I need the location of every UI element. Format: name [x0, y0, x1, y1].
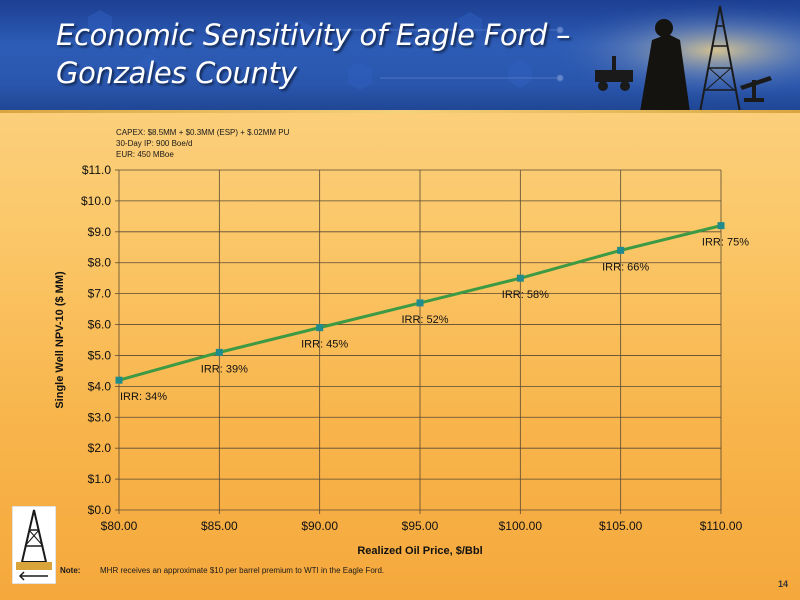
x-tick-label: $105.00 [599, 519, 643, 533]
eur-note: EUR: 450 MBoe [116, 150, 174, 159]
npv-data-point [215, 348, 223, 356]
capex-note: CAPEX: $8.5MM + $0.3MM (ESP) + $.02MM PU [116, 128, 290, 137]
y-tick-label: $2.0 [88, 441, 112, 455]
npv-series: IRR: 34% IRR: 39% IRR: 45% IRR: 52% IRR: 58%… [115, 222, 749, 403]
irr-data-label: IRR: 66% [602, 261, 649, 273]
initial-production-note: 30-Day IP: 900 Boe/d [116, 139, 193, 148]
page-number: 14 [777, 579, 788, 589]
y-tick-label: $11.0 [82, 163, 111, 177]
slide-title: Economic Sensitivity of Eagle Ford – Gon… [56, 16, 571, 92]
slide-title-line-2: Gonzales County [56, 56, 297, 90]
footnote-label: Note: [60, 566, 81, 575]
oilfield-banner-graphic [88, 0, 800, 112]
y-tick-label: $10.0 [81, 194, 111, 208]
x-axis-ticks: $80.00 $85.00 $90.00 $95.00 $100.00 $105.00 $1… [101, 510, 743, 533]
x-tick-label: $100.00 [499, 519, 543, 533]
header-divider [0, 110, 800, 113]
x-tick-label: $90.00 [301, 519, 338, 533]
irr-data-label: IRR: 52% [401, 314, 448, 326]
y-tick-label: $3.0 [88, 410, 112, 424]
chart-assumptions: CAPEX: $8.5MM + $0.3MM (ESP) + $.02MM PU… [116, 127, 289, 160]
x-tick-label: $110.00 [700, 519, 743, 533]
x-tick-label: $85.00 [201, 519, 238, 533]
y-tick-label: $7.0 [88, 287, 112, 301]
y-tick-label: $6.0 [88, 318, 112, 332]
irr-data-label: IRR: 45% [301, 339, 348, 351]
slide-title-line-1: Economic Sensitivity of Eagle Ford – [56, 18, 571, 52]
x-axis-label: Realized Oil Price, $/Bbl [357, 545, 482, 557]
y-tick-label: $8.0 [88, 256, 112, 270]
footnote-text: MHR receives an approximate $10 per barr… [100, 566, 385, 575]
y-tick-label: $5.0 [88, 348, 112, 362]
footnote: Note: MHR receives an approximate $10 per… [60, 566, 384, 575]
y-axis-ticks: $0.0 $1.0 $2.0 $3.0 $4.0 $5.0 $6.0 $7.0 $8.0 $9.0… [81, 163, 119, 517]
y-tick-label: $0.0 [88, 503, 112, 517]
x-tick-label: $80.00 [101, 519, 138, 533]
y-axis-label: Single Well NPV-10 ($ MM) [54, 271, 66, 409]
x-tick-label: $95.00 [402, 519, 439, 533]
y-tick-label: $1.0 [88, 472, 112, 486]
title-banner: Economic Sensitivity of Eagle Ford – Gon… [0, 0, 800, 112]
chart-gridlines [118, 169, 722, 511]
npv-data-point [115, 376, 123, 384]
y-tick-label: $4.0 [88, 379, 112, 393]
company-logo [11, 505, 57, 585]
npv-data-point [717, 222, 725, 230]
irr-data-label: IRR: 34% [120, 391, 167, 403]
irr-data-label: IRR: 58% [502, 289, 549, 301]
irr-data-label: IRR: 75% [702, 237, 749, 249]
irr-data-label: IRR: 39% [201, 363, 248, 375]
npv-data-point [617, 246, 625, 254]
y-tick-label: $9.0 [88, 225, 112, 239]
npv-data-point [316, 324, 324, 332]
npv-data-point [516, 274, 524, 282]
npv-data-point [416, 299, 424, 307]
